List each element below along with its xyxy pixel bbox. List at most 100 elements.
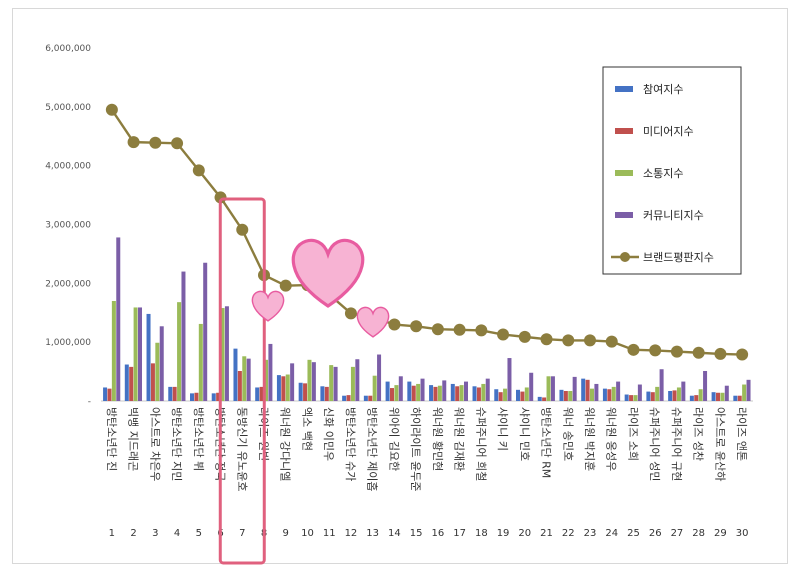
line-point <box>714 347 727 360</box>
x-category-group: 워너원 김재환 <box>453 407 466 471</box>
y-tick-label: 1,000,000 <box>45 338 91 348</box>
line-point <box>584 334 596 347</box>
x-category-group: 라이즈 앤톤 <box>735 407 748 461</box>
bar-커뮤니티지수 <box>659 369 664 401</box>
x-category-group: 방탄소년단 진 <box>105 407 118 471</box>
x-category-label: 아스트로 윤산하 <box>713 407 727 481</box>
bar-미디어지수 <box>542 397 547 401</box>
x-category-group: 슈퍼주니어 성민 <box>648 407 661 481</box>
legend-label: 브랜드평판지수 <box>643 251 714 264</box>
x-index-label: 30 <box>736 528 749 539</box>
line-point <box>670 345 683 358</box>
x-category-label: 샤이니 키 <box>496 407 509 451</box>
x-category-group: 워너원 박지훈 <box>583 407 596 471</box>
bar-미디어지수 <box>390 388 394 401</box>
x-index-label: 11 <box>323 528 336 539</box>
y-tick-label: 6,000,000 <box>45 44 91 54</box>
bar-참여지수 <box>146 313 151 401</box>
bar-미디어지수 <box>150 363 155 401</box>
bar-참여지수 <box>103 387 108 401</box>
legend-swatch <box>615 86 633 92</box>
x-category-label: 슈퍼주니어 희철 <box>474 407 487 481</box>
x-index-label: 22 <box>562 528 575 539</box>
bar-미디어지수 <box>346 395 351 401</box>
bar-참여지수 <box>689 395 694 401</box>
bar-소통지수 <box>568 390 573 401</box>
bar-커뮤니티지수 <box>268 343 273 401</box>
line-point <box>192 164 205 177</box>
bar-참여지수 <box>559 389 564 401</box>
bar-미디어지수 <box>476 387 481 401</box>
line-point <box>344 307 357 320</box>
x-index-label: 9 <box>283 528 289 539</box>
x-category-label: 빅뱅 지드래곤 <box>127 407 140 471</box>
chart-frame: 6,000,000 5,000,000 4,000,000 3,000,000 2,00… <box>12 8 788 565</box>
bar-참여지수 <box>472 386 477 401</box>
line-point <box>497 328 510 341</box>
bar-커뮤니티지수 <box>224 306 229 401</box>
line-point <box>453 323 466 336</box>
x-category-group: 워너원 옹성우 <box>605 407 618 471</box>
bar-커뮤니티지수 <box>637 384 642 401</box>
x-index-label: 15 <box>410 528 423 539</box>
legend-label: 미디어지수 <box>643 125 694 138</box>
bar-참여지수 <box>624 394 629 401</box>
bar-커뮤니티지수 <box>681 381 686 401</box>
bar-참여지수 <box>733 395 738 401</box>
bar-커뮤니티지수 <box>703 370 708 401</box>
bar-소통지수 <box>524 387 529 401</box>
bar-소통지수 <box>111 300 116 401</box>
bar-커뮤니티지수 <box>138 307 142 401</box>
bar-참여지수 <box>385 381 390 401</box>
x-index-label: 27 <box>671 528 684 539</box>
x-category-group: 동방신기 유노윤호 <box>235 407 248 491</box>
bar-참여지수 <box>168 386 173 401</box>
bar-미디어지수 <box>737 395 742 401</box>
legend-label: 소통지수 <box>643 167 683 180</box>
y-tick-label: 3,000,000 <box>45 221 91 231</box>
heart-decoration-right <box>356 306 390 338</box>
x-category-label: 엑소 백현 <box>300 407 313 451</box>
bar-소통지수 <box>329 365 334 401</box>
y-tick-label: 4,000,000 <box>45 162 91 172</box>
bar-참여지수 <box>711 392 716 401</box>
x-index-label: 16 <box>431 528 444 539</box>
bar-미디어지수 <box>629 395 634 401</box>
bar-참여지수 <box>516 389 520 401</box>
line-point <box>388 318 401 331</box>
bar-소통지수 <box>676 387 681 401</box>
bar-소통지수 <box>133 307 138 401</box>
x-category-label: 워너원 옹성우 <box>605 407 618 471</box>
bar-미디어지수 <box>672 390 677 401</box>
x-category-label: 방탄소년단 뷔 <box>192 407 205 471</box>
legend-label: 커뮤니티지수 <box>643 209 704 222</box>
x-index-label: 29 <box>714 528 727 539</box>
bar-미디어지수 <box>194 392 199 401</box>
x-category-label: 샤이니 민호 <box>518 407 531 461</box>
line-point <box>692 346 705 359</box>
bar-커뮤니티지수 <box>572 376 577 401</box>
bar-미디어지수 <box>433 386 438 401</box>
bar-커뮤니티지수 <box>159 326 164 401</box>
bar-미디어지수 <box>520 391 525 401</box>
bar-참여지수 <box>429 385 434 401</box>
x-category-group: 방탄소년단 RM <box>540 407 553 478</box>
line-point <box>540 333 553 346</box>
x-category-group: 아스트로 차은우 <box>148 407 161 481</box>
x-index-label: 18 <box>475 528 488 539</box>
bar-소통지수 <box>285 374 290 401</box>
bar-소통지수 <box>416 383 421 401</box>
bar-참여지수 <box>124 364 129 401</box>
x-category-label: 방탄소년단 진 <box>105 407 118 471</box>
line-point <box>149 136 162 149</box>
bar-소통지수 <box>155 342 160 401</box>
bar-참여지수 <box>602 388 607 401</box>
bar-커뮤니티지수 <box>507 358 512 401</box>
bar-커뮤니티지수 <box>594 383 599 401</box>
x-category-group: 슈퍼주니어 희철 <box>474 407 487 481</box>
bar-커뮤니티지수 <box>116 237 121 401</box>
x-category-label: 워너원 강다니엘 <box>279 407 292 481</box>
x-category-group: 슈퍼주니어 규현 <box>670 407 683 481</box>
highlight-box <box>218 197 266 565</box>
line-point <box>627 343 640 356</box>
